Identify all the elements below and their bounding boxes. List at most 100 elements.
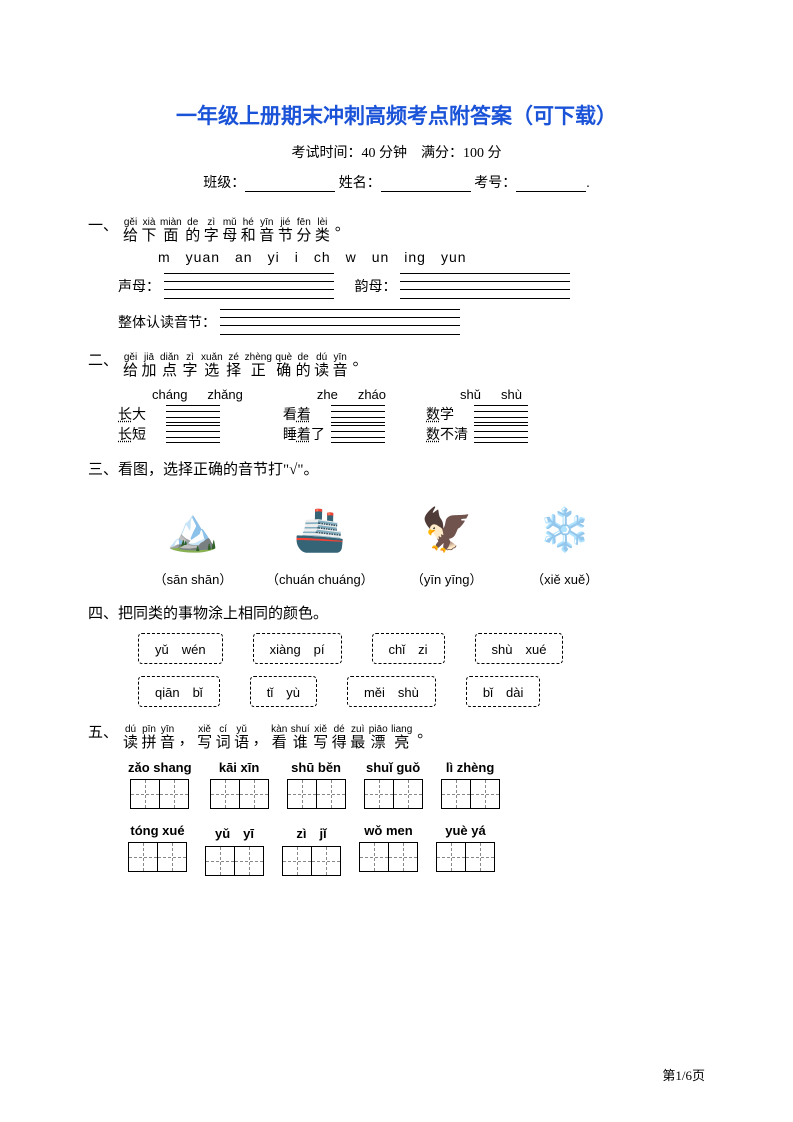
q1-row-shengmu: 声母： 韵母： — [118, 273, 705, 299]
pinyin-option: zháo — [358, 387, 386, 402]
q3-options[interactable]: （chuán chuáng） — [266, 569, 374, 588]
ruby-char: ， — [179, 732, 194, 749]
q5-heading: 五、 dú读 pīn拼 yīn音 ， xiě写 cí词 yǔ语 ， kàn看 s… — [88, 721, 705, 752]
tian-grid[interactable] — [210, 779, 269, 809]
q3-image-icon: 🏔️ — [148, 497, 238, 563]
q1-letters: m yuan an yi i ch w un ing yun — [158, 247, 705, 267]
pinyin-option: zhǎng — [207, 387, 242, 402]
q1-suffix: 。 — [335, 214, 350, 245]
q4-tile[interactable]: chǐ zi — [372, 633, 445, 664]
ruby-char: diǎn点 — [160, 352, 179, 380]
tian-grid[interactable] — [364, 779, 423, 809]
q5-item: tóng xué — [128, 823, 187, 876]
yunmu-label: 韵母： — [355, 276, 397, 296]
answer-blank[interactable] — [166, 425, 220, 443]
q3-item: 🦅（yīn yīng） — [402, 497, 492, 588]
tian-grid[interactable] — [441, 779, 500, 809]
q5-pinyin: yǔ yī — [215, 823, 254, 842]
q1-prefix: 一、 — [88, 214, 118, 245]
ruby-char: yīn音 — [160, 724, 175, 752]
q5-pinyin: shuǐ guǒ — [366, 760, 420, 775]
q5-item: shuǐ guǒ — [364, 760, 423, 809]
name-label: 姓名： — [339, 176, 381, 191]
tian-grid[interactable] — [359, 842, 418, 872]
answer-blank[interactable] — [331, 425, 385, 443]
q5-item: yǔ yī — [205, 823, 264, 876]
q3-item: 🚢（chuán chuáng） — [266, 497, 374, 588]
tian-grid[interactable] — [128, 842, 187, 872]
q1-heading: 一、 gěi给 xià下 miàn面 de的 zì字 mǔ母 hé和 yīn音 … — [88, 214, 705, 245]
q3-item: ❄️（xiě xuě） — [520, 497, 610, 588]
ruby-char: zhèng正 — [245, 352, 272, 380]
answer-blank[interactable] — [474, 425, 528, 443]
question-2: 二、 gěi给 jiā加 diǎn点 zì字 xuǎn选 zé择 zhèng正 … — [88, 349, 705, 445]
q5-item: yuè yá — [436, 823, 495, 876]
q4-tile[interactable]: xiàng pí — [253, 633, 342, 664]
ruby-char: yǔ语 — [234, 724, 249, 752]
ruby-char: zuì最 — [350, 724, 365, 752]
q2-word: 数不清 — [426, 424, 470, 444]
ruby-char: zé择 — [226, 352, 241, 380]
q3-options[interactable]: （xiě xuě） — [531, 569, 598, 588]
answer-blank[interactable] — [166, 405, 220, 423]
num-blank[interactable] — [516, 176, 586, 192]
q5-suffix: 。 — [417, 721, 432, 752]
ruby-char: xià下 — [142, 217, 157, 245]
q5-pinyin: tóng xué — [130, 823, 184, 838]
tian-grid[interactable] — [436, 842, 495, 872]
q1-row-zhengti: 整体认读音节： — [118, 309, 705, 335]
name-blank[interactable] — [381, 176, 471, 192]
q5-item: kāi xīn — [210, 760, 269, 809]
q2-word: 长短 — [118, 424, 162, 444]
zhengti-blank[interactable] — [220, 309, 460, 335]
question-4: 四、把同类的事物涂上相同的颜色。 yǔ wénxiàng píchǐ zishù… — [88, 602, 705, 707]
exam-meta: 考试时间：40 分钟 满分：100 分 — [88, 142, 705, 162]
answer-blank[interactable] — [331, 405, 385, 423]
tian-grid[interactable] — [287, 779, 346, 809]
q4-tile[interactable]: měi shù — [347, 676, 436, 707]
q4-tile[interactable]: qiān bǐ — [138, 676, 220, 707]
ruby-char: yīn音 — [333, 352, 348, 380]
q3-options[interactable]: （sān shān） — [154, 569, 233, 588]
tian-grid[interactable] — [282, 846, 341, 876]
ruby-char: dé得 — [332, 724, 347, 752]
question-5: 五、 dú读 pīn拼 yīn音 ， xiě写 cí词 yǔ语 ， kàn看 s… — [88, 721, 705, 876]
ruby-char: què确 — [275, 352, 292, 380]
q3-options[interactable]: （yīn yīng） — [411, 569, 483, 588]
q4-tile[interactable]: tǐ yù — [250, 676, 317, 707]
ruby-char: zì字 — [204, 217, 219, 245]
q2-word: 睡着了 — [283, 424, 327, 444]
q5-prefix: 五、 — [88, 721, 118, 752]
ruby-char: lèi类 — [315, 217, 330, 245]
page-footer: 第1/6页 — [662, 1065, 705, 1084]
q5-item: zì jǐ — [282, 823, 341, 876]
shengmu-label: 声母： — [118, 276, 160, 296]
q4-tile[interactable]: bǐ dài — [466, 676, 540, 707]
class-blank[interactable] — [245, 176, 335, 192]
ruby-char: kàn看 — [271, 724, 287, 752]
q2-heading: 二、 gěi给 jiā加 diǎn点 zì字 xuǎn选 zé择 zhèng正 … — [88, 349, 705, 380]
question-3: 三、看图，选择正确的音节打"√"。 🏔️（sān shān）🚢（chuán ch… — [88, 458, 705, 588]
shengmu-blank[interactable] — [164, 273, 334, 299]
ruby-char: xuǎn选 — [201, 352, 223, 380]
q4-tile[interactable]: shù xué — [475, 633, 564, 664]
pinyin-option: zhe — [317, 387, 338, 402]
q5-item: shū běn — [287, 760, 346, 809]
ruby-char: dú读 — [123, 724, 138, 752]
ruby-char: de的 — [296, 352, 311, 380]
ruby-char: miàn面 — [160, 217, 182, 245]
tian-grid[interactable] — [130, 779, 189, 809]
ruby-char: gěi给 — [123, 217, 138, 245]
q5-pinyin: lì zhèng — [446, 760, 494, 775]
ruby-char: zì字 — [182, 352, 197, 380]
q2-column: shǔshù数学数不清 — [426, 387, 528, 444]
ruby-char: shuí谁 — [291, 724, 310, 752]
yunmu-blank[interactable] — [400, 273, 570, 299]
q5-item: lì zhèng — [441, 760, 500, 809]
ruby-char: gěi给 — [123, 352, 138, 380]
tian-grid[interactable] — [205, 846, 264, 876]
answer-blank[interactable] — [474, 405, 528, 423]
q5-pinyin: kāi xīn — [219, 760, 259, 775]
q4-tile[interactable]: yǔ wén — [138, 633, 223, 664]
ruby-char: piāo漂 — [369, 724, 388, 752]
